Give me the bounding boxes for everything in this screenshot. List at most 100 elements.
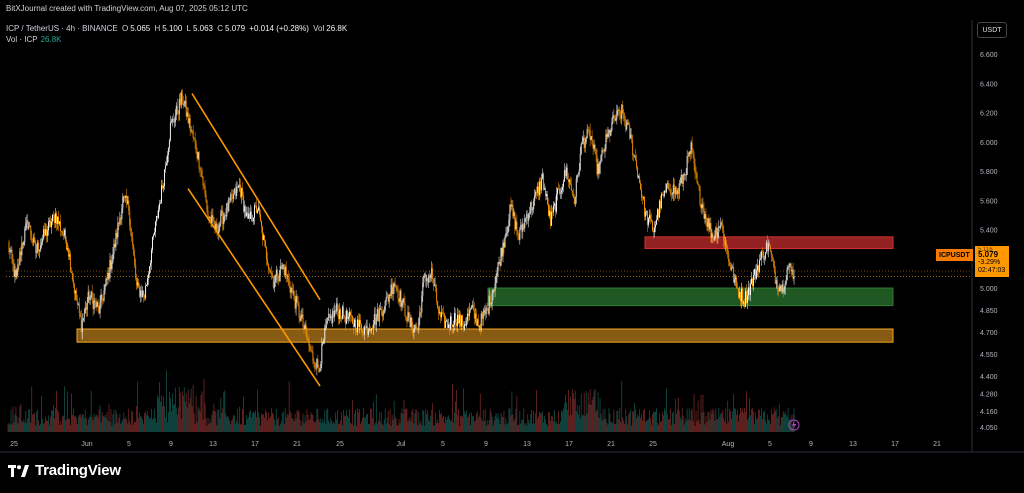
candle-body	[646, 211, 647, 212]
volume-bar	[162, 406, 163, 432]
volume-bar	[781, 416, 783, 432]
candle-body	[436, 287, 438, 302]
candle-body	[768, 243, 770, 246]
volume-bar	[32, 414, 34, 432]
symbol-price-tag: ICPUSDT	[936, 249, 973, 261]
volume-bar	[410, 421, 412, 432]
candle-body	[36, 250, 38, 253]
candle-body	[211, 215, 213, 224]
lower-trendline[interactable]	[187, 188, 321, 387]
candle-body	[154, 232, 155, 236]
volume-bar	[606, 422, 608, 432]
candle-body	[538, 186, 540, 195]
volume-bar	[69, 418, 70, 432]
volume-bar	[168, 411, 169, 432]
time-axis-tick-label: Jun	[81, 441, 92, 448]
volume-bar	[28, 409, 30, 432]
candle-body	[773, 260, 775, 272]
volume-bar	[298, 411, 300, 432]
candle-body	[601, 150, 603, 156]
volume-bar	[445, 416, 446, 432]
candle-body	[640, 182, 642, 190]
upper-trendline[interactable]	[191, 93, 321, 301]
volume-series-legend[interactable]: Vol · ICP 26.8K	[6, 35, 61, 44]
volume-bar	[284, 408, 286, 432]
tradingview-logo[interactable]: TradingView	[8, 462, 121, 479]
volume-bar	[480, 418, 482, 432]
candle-body	[202, 177, 204, 186]
currency-button[interactable]: USDT	[977, 22, 1007, 38]
volume-bar	[214, 411, 216, 432]
candle-body	[185, 101, 187, 117]
volume-bar	[321, 423, 323, 432]
volume-bar	[582, 415, 584, 432]
candle-body	[163, 169, 165, 187]
volume-bar	[204, 403, 206, 432]
candle-body	[581, 141, 583, 144]
candle-body	[762, 251, 764, 260]
candle-body	[391, 284, 393, 294]
volume-bar	[478, 415, 480, 432]
resistance-zone[interactable]	[644, 236, 894, 250]
volume-bar	[479, 393, 481, 432]
candle-body	[15, 269, 17, 278]
price-axis-tick-label: 6.200	[980, 111, 998, 118]
volume-bar	[504, 424, 506, 432]
volume-bar	[179, 392, 181, 432]
volume-bar	[538, 416, 539, 432]
candle-body	[74, 290, 76, 294]
candle-body	[429, 275, 431, 279]
volume-bar	[236, 420, 238, 432]
demand-zone[interactable]	[487, 287, 894, 307]
candle-body	[483, 310, 485, 313]
candle-body	[55, 213, 56, 223]
volume-bar	[765, 423, 767, 432]
candle-body	[634, 156, 636, 157]
volume-bar	[603, 419, 605, 432]
volume-bar	[614, 423, 616, 432]
candle-body	[725, 243, 727, 245]
volume-bar	[771, 414, 773, 432]
lightning-icon[interactable]	[788, 419, 800, 431]
candle-body	[481, 313, 483, 319]
volume-bar	[234, 415, 236, 432]
price-axis-tick-label: 5.600	[980, 198, 998, 205]
volume-bar	[138, 418, 140, 432]
time-axis-tick-label: 25	[336, 441, 344, 448]
candle-body	[770, 250, 772, 256]
candle-body	[707, 218, 709, 227]
candle-body	[434, 284, 436, 286]
volume-bar	[125, 416, 127, 432]
volume-bar	[764, 410, 765, 432]
volume-bar	[383, 419, 385, 432]
candle-body	[52, 214, 53, 222]
symbol-label[interactable]: ICP / TetherUS · 4h · BINANCE	[6, 24, 118, 33]
candle-body	[558, 188, 560, 194]
candle-body	[295, 296, 297, 309]
candle-body	[513, 212, 515, 217]
candle-body	[397, 290, 399, 299]
volume-bar	[148, 416, 149, 432]
volume-bar	[285, 417, 287, 432]
volume-bar	[154, 408, 155, 432]
candle-body	[458, 315, 459, 324]
time-axis-tick-label: 9	[809, 441, 813, 448]
volume-bar	[670, 424, 672, 432]
volume-bar	[319, 421, 321, 432]
candle-body	[562, 181, 564, 187]
candle-body	[307, 339, 309, 341]
candle-body	[288, 278, 290, 287]
candle-body	[512, 205, 514, 217]
candle-body	[607, 132, 609, 137]
candle-body	[466, 313, 468, 321]
candle-body	[697, 182, 699, 186]
volume-bar	[755, 412, 756, 432]
volume-bar	[313, 421, 315, 432]
candle-body	[66, 248, 68, 250]
volume-bar	[229, 420, 231, 432]
candle-body	[644, 197, 646, 217]
volume-bar	[213, 403, 215, 432]
support-zone[interactable]	[76, 328, 894, 343]
candle-body	[687, 156, 689, 157]
